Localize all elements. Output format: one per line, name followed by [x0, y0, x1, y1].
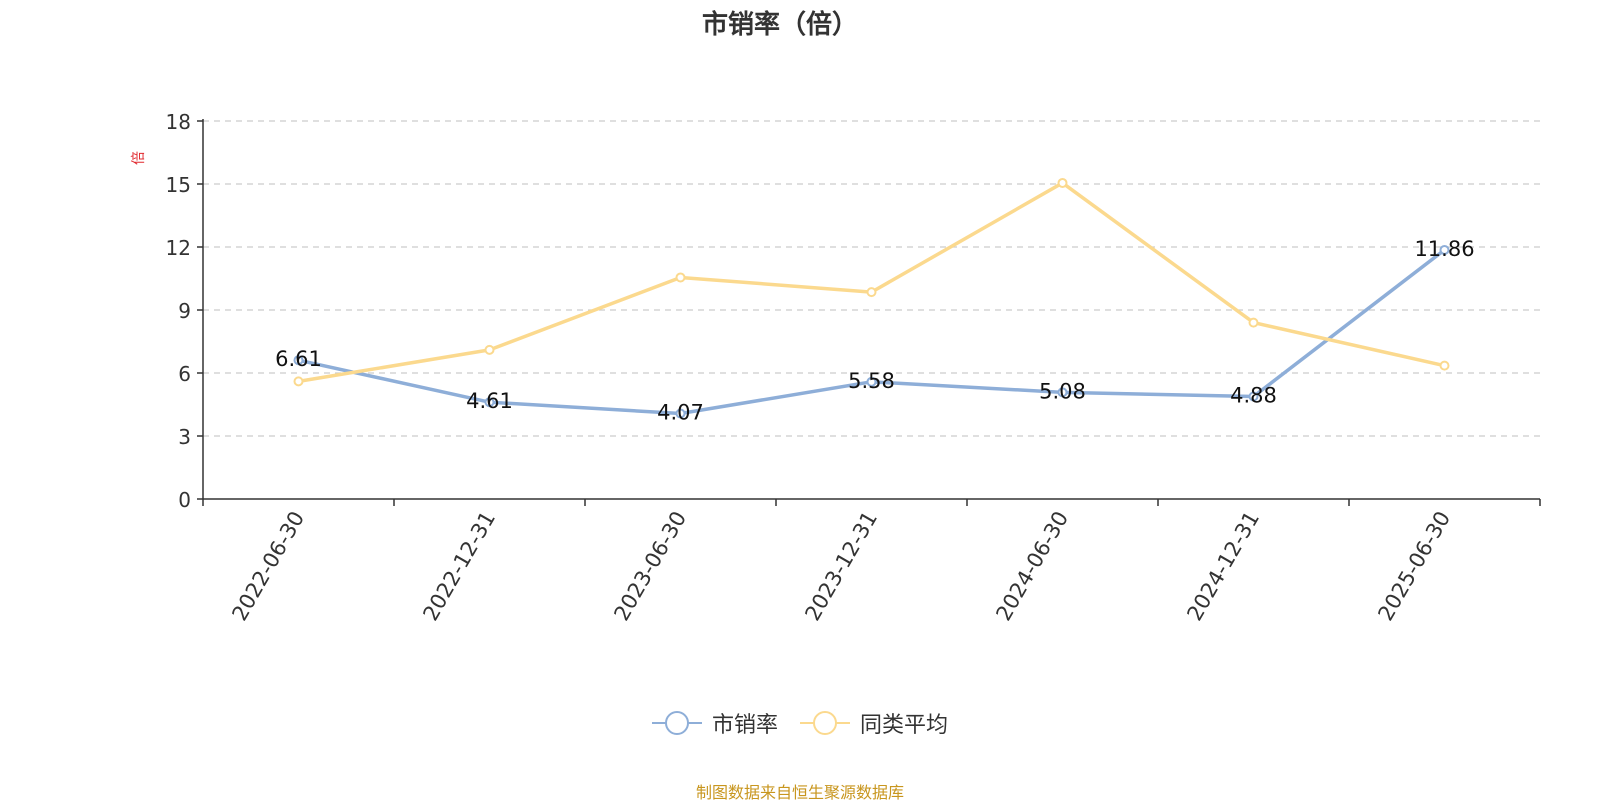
x-tick-label: 2023-06-30	[609, 507, 691, 625]
y-tick-label: 3	[178, 425, 191, 449]
data-point[interactable]	[866, 287, 877, 298]
x-tick-label: 2022-06-30	[227, 507, 309, 625]
data-point[interactable]	[1248, 391, 1259, 402]
legend-item-series-1[interactable]: 同类平均	[800, 707, 948, 739]
data-point[interactable]	[675, 272, 686, 283]
data-label: 5.08	[1039, 379, 1086, 403]
data-point[interactable]	[1057, 387, 1068, 398]
y-tick-label: 6	[178, 362, 191, 386]
x-tick-label: 2023-12-31	[800, 507, 882, 625]
legend-item-series-0[interactable]: 市销率	[651, 707, 778, 739]
legend-marker-series-0	[651, 711, 702, 735]
y-tick-label: 15	[166, 173, 191, 197]
data-label: 6.61	[275, 347, 322, 371]
x-tick-label: 2024-06-30	[991, 507, 1073, 625]
y-tick-label: 9	[178, 299, 191, 323]
source-note: 制图数据来自恒生聚源数据库	[695, 783, 904, 802]
data-label: 4.61	[466, 389, 513, 413]
data-label: 5.58	[848, 369, 895, 393]
data-point[interactable]	[484, 397, 495, 408]
y-tick-label: 0	[178, 488, 191, 512]
data-labels: 6.61 4.61 4.07 5.58 5.08 4.88 11.86	[275, 237, 1474, 425]
legend-marker-series-1	[800, 711, 850, 735]
x-tick-label: 2025-06-30	[1373, 507, 1455, 625]
y-axis-label: 倍	[131, 151, 147, 165]
series-lines	[293, 177, 1450, 419]
data-point[interactable]	[293, 376, 304, 387]
x-tick-label: 2024-12-31	[1182, 507, 1264, 625]
data-point[interactable]	[1439, 360, 1450, 371]
data-point[interactable]	[1248, 317, 1259, 328]
data-label: 4.88	[1230, 384, 1277, 408]
data-point[interactable]	[293, 355, 304, 366]
data-label: 4.07	[657, 401, 704, 425]
data-label: 11.86	[1414, 237, 1474, 261]
data-point[interactable]	[1057, 177, 1068, 188]
data-point[interactable]	[484, 344, 495, 355]
data-point[interactable]	[675, 408, 686, 419]
axes: 0 3 6 9 12 15 18 2022-06-30 2022-12-31 2023-06-30…	[166, 110, 1541, 625]
series-line-1	[298, 181, 1445, 384]
chart-title: 市销率（倍）	[701, 10, 858, 40]
x-tick-label: 2022-12-31	[418, 507, 500, 625]
grid-lines	[203, 120, 1540, 437]
data-point[interactable]	[866, 376, 877, 387]
data-point[interactable]	[1439, 244, 1450, 255]
legend: 市销率 同类平均	[0, 706, 1600, 740]
y-tick-label: 18	[166, 110, 191, 134]
y-tick-label: 12	[166, 236, 191, 260]
legend-label: 市销率	[711, 713, 778, 738]
legend-label: 同类平均	[860, 713, 949, 738]
